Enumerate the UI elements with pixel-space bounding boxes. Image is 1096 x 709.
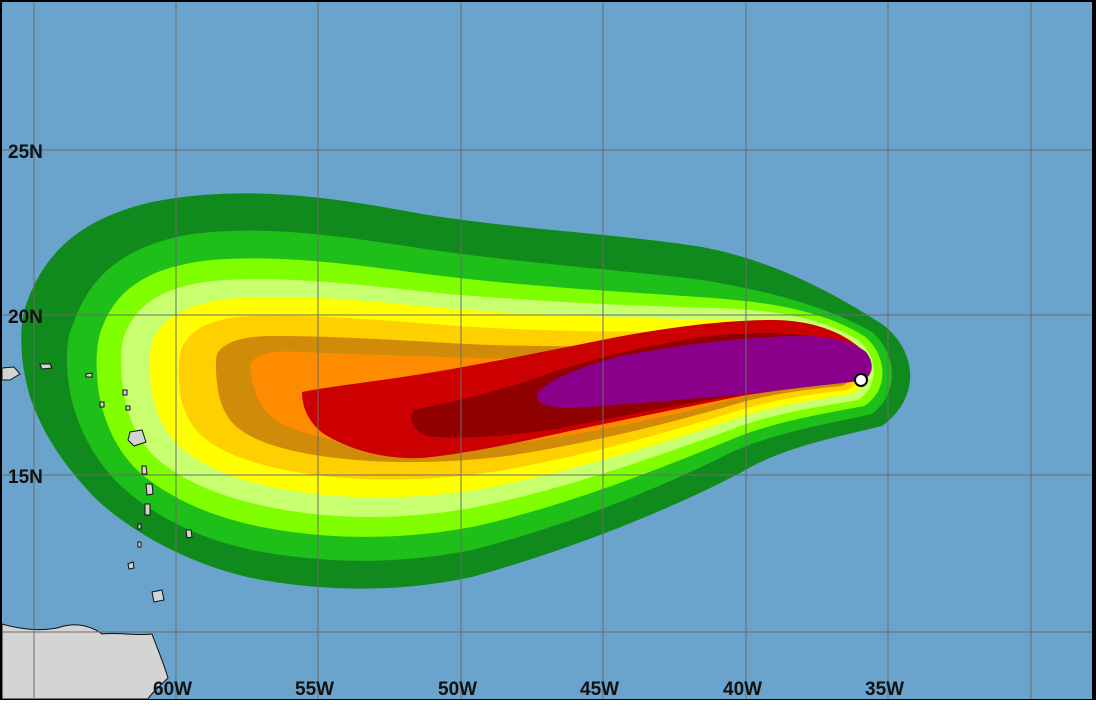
guadeloupe-island [127,429,147,447]
lat-label-25n: 25N [8,142,43,163]
lon-label-60w: 60W [153,679,192,699]
trinidad-island [151,589,165,603]
lon-label-55w: 55W [295,679,334,699]
footer-caption-strip [0,700,1096,709]
probability-swath [21,193,911,589]
lon-label-40w: 40W [723,679,762,699]
antigua-island [125,405,131,411]
probability-map: 25N 20N 15N 60W 55W 50W 45W 40W 35W [2,2,1092,699]
lon-label-50w: 50W [438,679,477,699]
puerto-rico-island [2,366,21,381]
probability-band-11 [536,336,872,408]
st-vincent-island [137,523,142,530]
longitude-labels: 60W 55W 50W 45W 40W 35W [153,679,904,699]
south-america-coast [2,623,169,699]
lat-label-15n: 15N [8,467,43,488]
land-areas [2,363,193,699]
latitude-labels: 25N 20N 15N [8,142,43,488]
grenada-island [137,541,142,548]
storm-center-marker [854,373,868,387]
lat-label-20n: 20N [8,307,43,328]
barbuda-island [122,389,128,396]
martinique-island [145,483,154,496]
barbados-island [185,529,193,539]
dominica-island [141,465,148,475]
graticule [2,2,1092,699]
lon-label-45w: 45W [580,679,619,699]
virgin-islands [39,363,53,370]
tobago-island [127,561,135,570]
anguilla-island [85,372,93,378]
st-lucia-island [144,503,151,516]
st-kitts-island [99,401,105,408]
lon-label-35w: 35W [865,679,904,699]
